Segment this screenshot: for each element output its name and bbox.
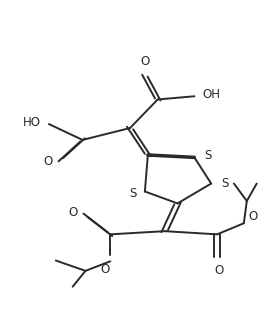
Text: HO: HO [23, 116, 41, 129]
Text: O: O [140, 55, 150, 68]
Text: O: O [214, 264, 224, 277]
Text: S: S [204, 149, 212, 162]
Text: S: S [221, 177, 229, 190]
Text: O: O [44, 155, 53, 168]
Text: OH: OH [202, 88, 220, 101]
Text: O: O [101, 263, 110, 276]
Text: S: S [129, 186, 137, 199]
Text: O: O [249, 210, 258, 223]
Text: O: O [68, 206, 78, 219]
